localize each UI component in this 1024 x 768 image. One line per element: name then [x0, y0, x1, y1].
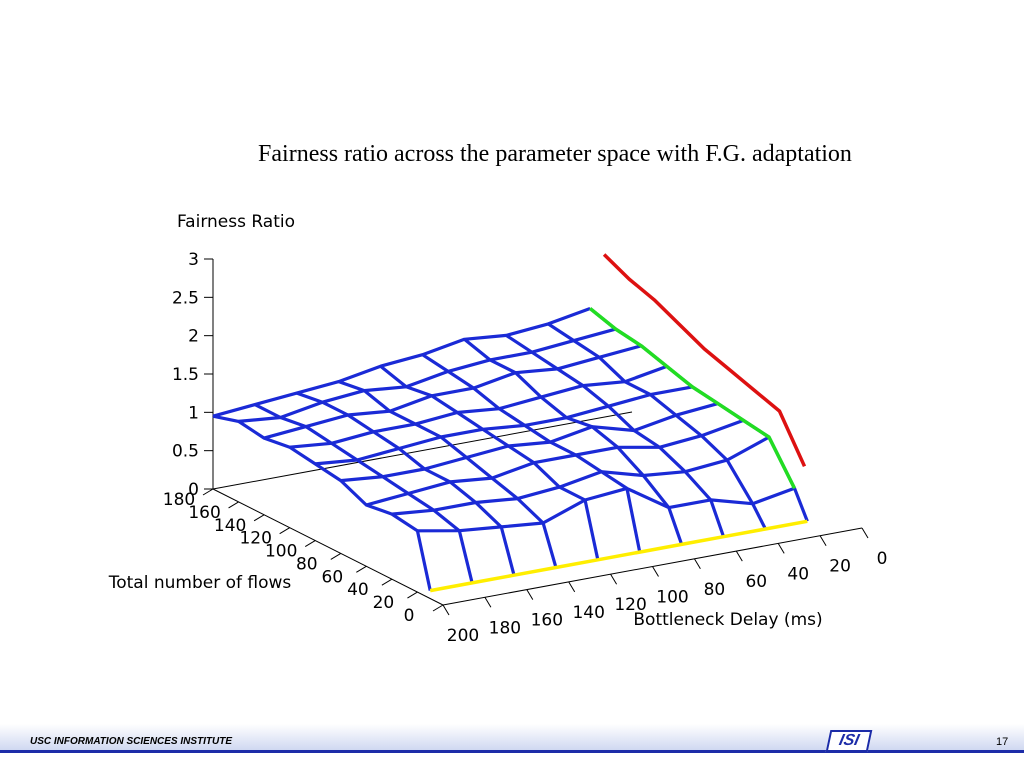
slide-title: Fairness ratio across the parameter spac…	[258, 141, 852, 167]
x-tick-label: 100	[656, 588, 688, 608]
z-tick-label: 2	[188, 327, 199, 347]
z-tick-label: 2.5	[172, 288, 199, 308]
surface-line-flows-20	[417, 486, 796, 533]
surface-line-delay-140	[338, 380, 545, 525]
z-tick-label: 3	[188, 250, 199, 270]
page-number: 17	[996, 736, 1009, 748]
surface-line-flows-60	[365, 418, 744, 507]
surface-line-delay-80	[463, 338, 671, 509]
footer-organization: USC INFORMATION SCIENCES INSTITUTE	[30, 736, 233, 747]
surface-skirt-line	[751, 502, 767, 530]
isi-logo-text: ISI	[837, 732, 861, 749]
surface-line-flows-180	[212, 306, 591, 418]
surface-skirt-line	[793, 487, 809, 522]
x-tick-label: 60	[745, 572, 767, 592]
x-tick-label: 200	[447, 626, 479, 646]
x-tick	[735, 550, 743, 562]
surface-skirt-line	[415, 530, 432, 591]
x-tick-label: 120	[614, 595, 646, 615]
y-tick	[432, 604, 444, 612]
surface-line-flows-80	[340, 402, 719, 483]
y-axis-line	[212, 488, 444, 606]
x-tick	[777, 543, 785, 554]
x-tick	[610, 573, 618, 585]
y-tick-label: 60	[322, 567, 344, 587]
floor-back-line	[212, 411, 633, 490]
footer-divider	[0, 750, 1024, 753]
surface-line-delay-120	[379, 364, 586, 502]
z-tick-label: 0	[188, 480, 199, 500]
x-tick	[693, 558, 701, 570]
x-tick	[442, 604, 450, 616]
x-tick	[819, 535, 827, 546]
y-tick-label: 80	[296, 554, 318, 574]
y-axis-title: Total number of flows	[108, 573, 292, 593]
footer: USC INFORMATION SCIENCES INSTITUTE ISI 1…	[0, 724, 1024, 768]
y-tick	[381, 578, 393, 586]
z-tick-label: 1	[188, 403, 199, 423]
y-tick-label: 160	[188, 503, 220, 523]
y-tick-label: 120	[239, 529, 271, 549]
y-tick-label: 140	[214, 516, 246, 536]
surface-line-delay-160	[296, 391, 503, 529]
x-tick	[652, 566, 659, 577]
surface-skirt-line	[499, 526, 516, 576]
x-tick-label: 80	[704, 580, 726, 600]
surface-skirt-line	[667, 507, 684, 545]
x-tick-label: 160	[531, 611, 563, 631]
projection-line	[602, 253, 807, 468]
y-tick	[407, 591, 418, 599]
y-tick	[356, 565, 367, 573]
y-tick	[228, 501, 239, 509]
x-tick	[861, 527, 869, 539]
surface-line-flows-140	[263, 344, 642, 440]
y-tick	[330, 553, 342, 560]
surface-skirt-line	[541, 522, 558, 568]
x-tick-label: 20	[829, 557, 851, 577]
x-axis-title: Bottleneck Delay (ms)	[633, 610, 822, 630]
x-tick	[568, 581, 576, 593]
surface-skirt-line	[709, 499, 726, 538]
z-axis-title: Fairness Ratio	[177, 212, 295, 232]
x-tick-label: 180	[489, 618, 521, 638]
y-tick	[202, 488, 214, 496]
surface-line-delay-100	[421, 353, 628, 490]
z-tick-label: 0.5	[172, 442, 199, 462]
surface-line-delay-60	[505, 334, 712, 501]
x-tick-label: 40	[787, 564, 809, 584]
x-tick	[484, 597, 492, 608]
surface-line-delay-200	[212, 414, 419, 533]
surface-front-edge	[429, 519, 808, 593]
y-tick-label: 40	[347, 580, 369, 600]
y-tick-label: 0	[404, 606, 415, 626]
x-tick	[526, 589, 534, 600]
z-tick-label: 1.5	[172, 365, 199, 385]
surface-skirt-line	[583, 499, 600, 561]
y-tick-label: 180	[163, 490, 195, 510]
surface-skirt-line	[625, 488, 642, 553]
surface-line-flows-100	[315, 385, 693, 466]
y-tick-label: 20	[373, 593, 395, 613]
y-tick	[253, 514, 265, 522]
surface-line-flows-160	[238, 327, 617, 423]
surface-skirt-line	[457, 530, 474, 584]
surface-line-flows-40	[391, 435, 770, 516]
x-tick-label: 140	[572, 603, 604, 623]
surface-line-delay-40	[547, 322, 754, 505]
surface-line-flows-120	[289, 364, 668, 449]
y-tick	[304, 540, 316, 547]
x-tick-label: 0	[877, 549, 888, 569]
surface-side-edge	[589, 307, 797, 490]
surface-line-delay-180	[254, 403, 461, 532]
isi-logo: ISI	[825, 730, 873, 752]
y-tick-label: 100	[265, 542, 297, 562]
y-tick	[279, 527, 290, 535]
